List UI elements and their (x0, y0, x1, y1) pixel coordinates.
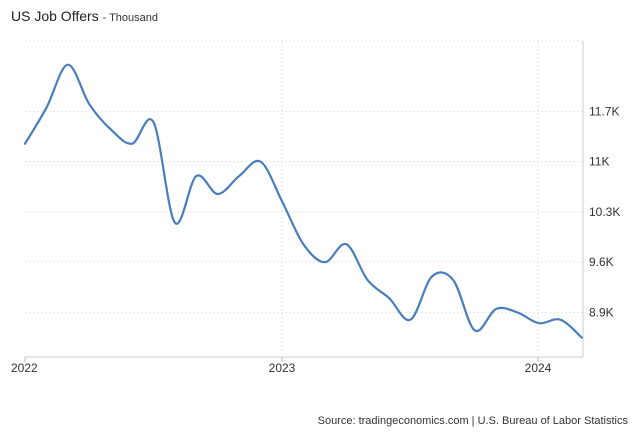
grid-lines (25, 40, 583, 357)
tick-labels: 8.9K 9.6K 10.3K 11K 11.7K 2022 2023 2024 (11, 104, 620, 375)
chart-title: US Job Offers - Thousand (11, 8, 158, 24)
chart-title-text: US Job Offers (11, 8, 99, 24)
x-tick-label: 2023 (269, 361, 296, 375)
source-credit: Source: tradingeconomics.com | U.S. Bure… (317, 415, 628, 427)
axes (24, 41, 584, 362)
y-tick-label: 8.9K (589, 305, 614, 319)
y-tick-label: 9.6K (589, 255, 614, 269)
y-tick-label: 11.7K (589, 104, 619, 118)
chart-subtitle: - Thousand (102, 12, 159, 24)
x-tick-label: 2022 (11, 361, 38, 375)
y-tick-label: 10.3K (589, 205, 620, 219)
x-tick-label: 2024 (525, 361, 552, 375)
y-tick-label: 11K (589, 155, 609, 169)
series-layer (23, 63, 583, 339)
series-line (23, 63, 583, 339)
